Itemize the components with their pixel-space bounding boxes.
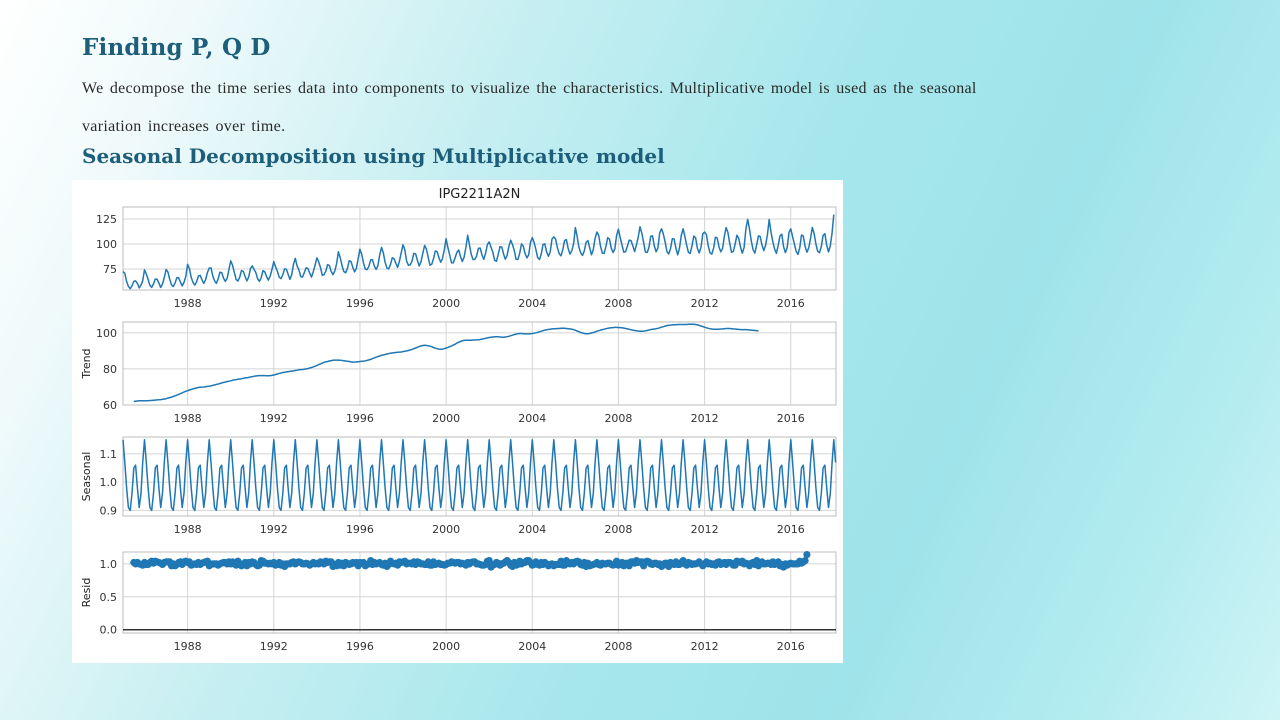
y-tick-label: 125 (96, 213, 117, 226)
panel-seasonal: 1988 1992 1996 2000 2004 2008 2012 2016 0.9 1.0 1.… (80, 436, 837, 536)
x-tick-label: 1992 (260, 523, 288, 536)
x-tick-label: 2016 (777, 412, 805, 425)
x-tick-label: 1988 (174, 640, 202, 653)
y-tick-label: 0.5 (100, 591, 118, 604)
x-tick-label: 1988 (174, 412, 202, 425)
y-tick-label: 100 (96, 327, 117, 340)
x-tick-label: 2008 (604, 523, 632, 536)
x-tick-label: 1996 (346, 640, 374, 653)
section-heading: Seasonal Decomposition using Multiplicat… (82, 144, 665, 168)
x-tick-label: 2012 (691, 297, 719, 310)
panel-resid: 1988 1992 1996 2000 2004 2008 2012 2016 0.0 0.5 1.… (80, 551, 837, 653)
x-tick-label: 1992 (260, 640, 288, 653)
series-line-seasonal (122, 439, 837, 512)
y-tick-label: 100 (96, 238, 117, 251)
y-tick-label: 80 (103, 363, 117, 376)
y-tick-label: 0.0 (100, 624, 118, 637)
x-tick-label: 1988 (174, 297, 202, 310)
panel-frame (122, 321, 837, 406)
slide-title: Finding P, Q D (82, 34, 271, 61)
x-tick-label: 2000 (432, 523, 460, 536)
series-line-observed (122, 214, 835, 290)
x-tick-label: 2016 (777, 523, 805, 536)
panel-frame (122, 206, 837, 291)
x-tick-label: 1996 (346, 412, 374, 425)
y-tick-label: 60 (103, 399, 117, 412)
series-line-trend (133, 323, 759, 403)
decomposition-figure: 1988 1992 1996 2000 2004 2008 2012 2016 75 100 125… (72, 180, 843, 663)
x-tick-label: 2000 (432, 297, 460, 310)
x-tick-label: 2008 (604, 412, 632, 425)
x-tick-label: 2000 (432, 640, 460, 653)
y-tick-label: 75 (103, 263, 117, 276)
x-tick-label: 1992 (260, 412, 288, 425)
x-tick-label: 1996 (346, 523, 374, 536)
x-tick-label: 2004 (518, 523, 546, 536)
x-tick-label: 1992 (260, 297, 288, 310)
x-tick-label: 1988 (174, 523, 202, 536)
x-tick-label: 2004 (518, 412, 546, 425)
x-tick-label: 2000 (432, 412, 460, 425)
x-tick-label: 2008 (604, 297, 632, 310)
y-tick-label: 0.9 (100, 504, 118, 517)
x-tick-label: 2008 (604, 640, 632, 653)
panel-frame (122, 551, 837, 634)
y-axis-label: Trend (80, 348, 93, 379)
y-tick-label: 1.1 (100, 448, 118, 461)
decomposition-chart: 1988 1992 1996 2000 2004 2008 2012 2016 75 100 125… (80, 187, 837, 653)
x-tick-label: 2004 (518, 297, 546, 310)
slide-description: We decompose the time series data into c… (82, 80, 977, 135)
x-tick-label: 2012 (691, 640, 719, 653)
x-tick-label: 1996 (346, 297, 374, 310)
y-tick-label: 1.0 (100, 558, 118, 571)
panel-trend: 1988 1992 1996 2000 2004 2008 2012 2016 60 80 100T… (80, 321, 837, 425)
chart-title: IPG2211A2N (439, 187, 521, 202)
panel-observed: 1988 1992 1996 2000 2004 2008 2012 2016 75 100 125… (96, 187, 837, 310)
resid-point (801, 557, 809, 565)
y-axis-label: Resid (80, 578, 93, 608)
y-tick-label: 1.0 (100, 476, 118, 489)
panel-frame (122, 436, 837, 517)
x-tick-label: 2012 (691, 523, 719, 536)
y-axis-label: Seasonal (80, 452, 93, 502)
x-tick-label: 2004 (518, 640, 546, 653)
x-tick-label: 2012 (691, 412, 719, 425)
x-tick-label: 2016 (777, 297, 805, 310)
x-tick-label: 2016 (777, 640, 805, 653)
resid-point (803, 551, 811, 559)
